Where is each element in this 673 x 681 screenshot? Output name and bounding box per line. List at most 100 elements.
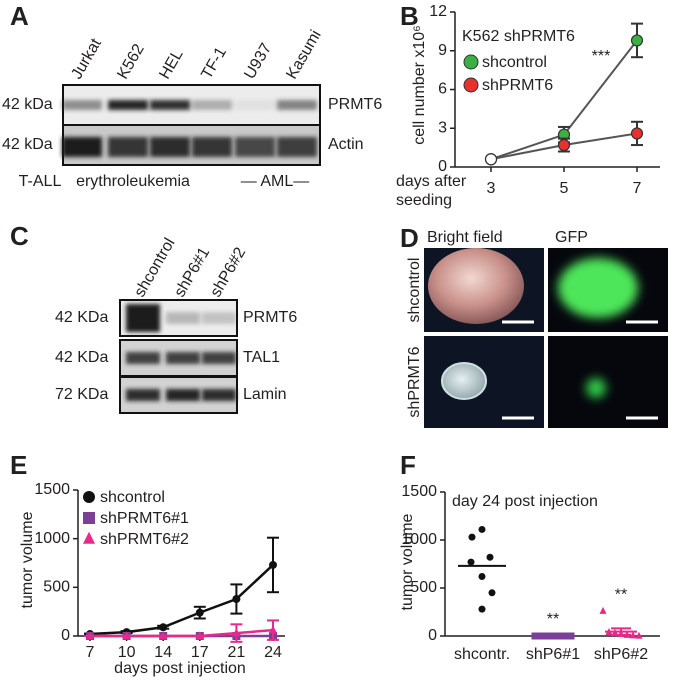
band-label: Lamin [243, 386, 287, 403]
data-point [599, 606, 607, 614]
data-point [567, 632, 575, 640]
y-tick-label: 0 [438, 158, 447, 175]
y-tick-label: 12 [429, 3, 447, 20]
x-tick-label: 5 [560, 180, 569, 197]
lane-label: K562 [114, 41, 147, 82]
panel-label: C [10, 221, 29, 251]
y-tick-label: 1500 [401, 483, 437, 500]
blot-band [166, 312, 200, 324]
y-axis-title: tumor volume [399, 513, 416, 610]
data-point [159, 631, 168, 640]
error-bar [611, 627, 631, 637]
band-label: PRMT6 [243, 309, 297, 326]
blot-band [192, 137, 232, 157]
kda-label: 42 KDa [55, 349, 108, 366]
data-point [195, 608, 204, 617]
data-point [531, 632, 539, 640]
legend-label: shPRMT6#2 [100, 531, 189, 548]
lane-label: TF-1 [198, 44, 230, 82]
blot-band [62, 100, 102, 110]
data-point [195, 631, 204, 640]
row-label: shcontrol [406, 258, 423, 323]
blot-band [235, 137, 275, 157]
group-label: — AML— [241, 173, 309, 190]
blot-band [126, 389, 160, 401]
x-tick-label: 10 [118, 644, 136, 661]
x-tick-label: 24 [264, 644, 282, 661]
tumor [428, 248, 524, 324]
legend-label: shcontrol [100, 489, 165, 506]
group-label: T-ALL [19, 173, 62, 190]
data-point [557, 138, 571, 152]
data-point [467, 558, 475, 566]
blot-band [150, 137, 190, 157]
panel-label: B [400, 1, 419, 31]
blot-band [202, 352, 236, 364]
blot-band [235, 100, 275, 110]
data-point [478, 572, 486, 580]
x-tick-label: 7 [86, 644, 95, 661]
blot-band [126, 352, 160, 364]
data-point [488, 589, 496, 597]
band-label: Actin [328, 136, 364, 153]
panel-label: F [400, 450, 416, 480]
data-point [468, 533, 476, 541]
data-point [478, 525, 486, 533]
band-label: PRMT6 [328, 96, 382, 113]
data-point [122, 631, 131, 640]
data-point [269, 625, 277, 634]
blot-band [202, 389, 236, 401]
y-tick-label: 1500 [34, 481, 70, 498]
lane-label: shP6#2 [207, 245, 249, 301]
legend-label: shPRMT6#1 [100, 510, 189, 527]
micrograph [548, 336, 668, 428]
y-tick-label: 0 [61, 627, 70, 644]
data-point [478, 605, 486, 613]
kda-label: 42 kDa [2, 96, 53, 113]
x-tick-label: 21 [228, 644, 246, 661]
y-axis-title: cell number x10⁶ [411, 25, 428, 145]
data-point [635, 631, 643, 639]
blot-band [192, 100, 232, 110]
gfp-signal [586, 378, 606, 398]
significance: ** [547, 611, 559, 628]
x-tick-label: 14 [154, 644, 172, 661]
data-point [484, 153, 498, 166]
data-point [232, 628, 241, 637]
data-point [630, 127, 644, 140]
significance: ** [615, 586, 627, 603]
blot-band [62, 137, 102, 157]
blot-band [277, 137, 317, 157]
kda-label: 42 KDa [55, 309, 108, 326]
legend-label: shcontrol [482, 54, 547, 71]
panel-label: A [10, 1, 29, 31]
data-point [159, 623, 168, 632]
kda-label: 72 KDa [55, 386, 108, 403]
lane-label: Jurkat [68, 35, 105, 82]
data-point [486, 553, 494, 561]
legend-marker [83, 491, 95, 503]
y-tick-label: 500 [43, 579, 70, 596]
data-point [269, 560, 277, 569]
legend-marker [463, 54, 479, 70]
legend-label: shPRMT6 [482, 77, 553, 94]
blot-band [277, 100, 317, 110]
blot-band [166, 389, 200, 401]
x-tick-label: 17 [191, 644, 209, 661]
annotation: *** [592, 48, 611, 65]
blot-band [202, 312, 236, 324]
series-line [89, 564, 274, 636]
y-tick-label: 1000 [401, 531, 437, 548]
group-label: erythroleukemia [76, 173, 190, 190]
x-tick-label: 7 [633, 180, 642, 197]
x-axis-title: days post injection [114, 660, 246, 677]
kda-label: 42 kDa [2, 136, 53, 153]
tumor [441, 362, 487, 400]
y-tick-label: 6 [438, 81, 447, 98]
y-tick-label: 0 [428, 627, 437, 644]
data-point [630, 34, 644, 47]
column-label: Bright field [427, 229, 503, 246]
x-tick-label: shP6#1 [526, 646, 580, 663]
